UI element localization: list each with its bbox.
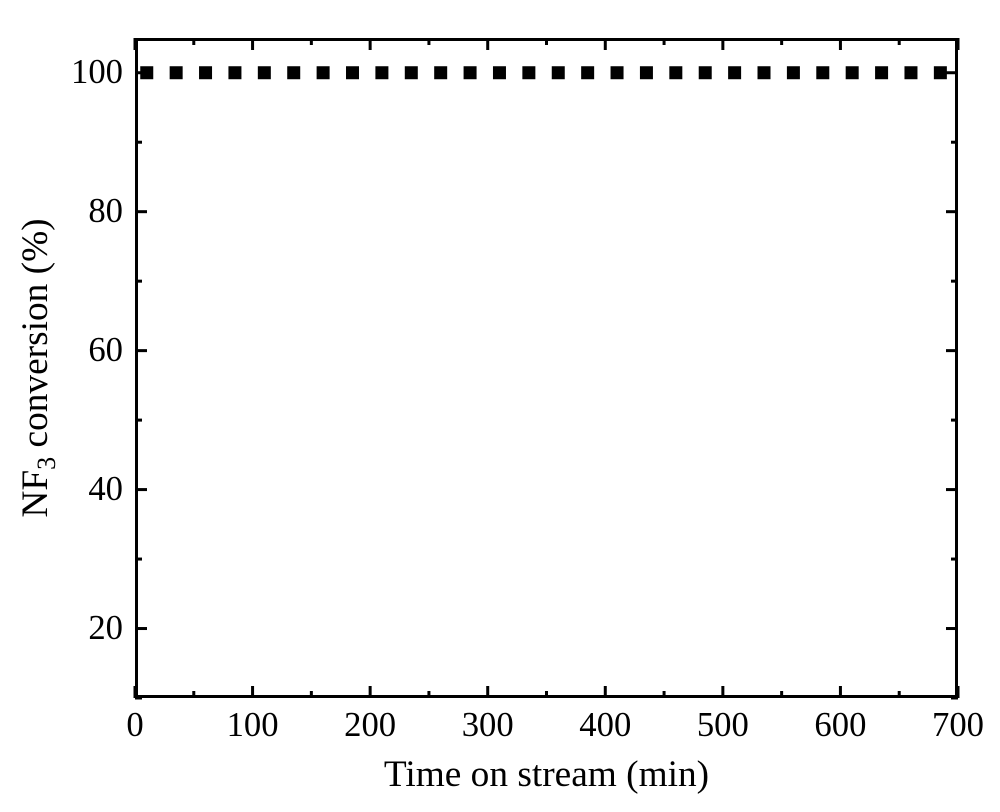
x-tick-label: 300 (448, 706, 528, 745)
data-marker (552, 66, 565, 79)
x-tick-label: 0 (95, 706, 175, 745)
data-marker (464, 66, 477, 79)
data-marker (846, 66, 859, 79)
data-marker (287, 66, 300, 79)
data-marker (493, 66, 506, 79)
data-marker (375, 66, 388, 79)
data-marker (758, 66, 771, 79)
data-marker (405, 66, 418, 79)
data-marker (170, 66, 183, 79)
y-tick-label: 40 (88, 470, 123, 509)
data-marker (669, 66, 682, 79)
data-marker (346, 66, 359, 79)
data-marker (581, 66, 594, 79)
data-marker (640, 66, 653, 79)
y-axis-title: NF3 conversion (%) (14, 218, 62, 517)
data-marker (699, 66, 712, 79)
data-marker (611, 66, 624, 79)
x-axis-title: Time on stream (min) (135, 753, 958, 796)
y-tick-label: 20 (88, 609, 123, 648)
y-tick-label: 80 (88, 192, 123, 231)
data-marker (904, 66, 917, 79)
x-tick-label: 700 (918, 706, 998, 745)
data-marker (934, 66, 947, 79)
data-marker (258, 66, 271, 79)
y-tick-label: 100 (71, 53, 123, 92)
data-marker (787, 66, 800, 79)
data-marker (522, 66, 535, 79)
data-marker (434, 66, 447, 79)
x-tick-label: 600 (800, 706, 880, 745)
x-tick-label: 500 (683, 706, 763, 745)
data-marker (317, 66, 330, 79)
data-marker (728, 66, 741, 79)
x-tick-label: 400 (565, 706, 645, 745)
data-marker (228, 66, 241, 79)
figure: 0 100 200 300 400 500 600 700 20 40 60 8… (0, 0, 1000, 812)
data-marker (140, 66, 153, 79)
data-marker (875, 66, 888, 79)
data-marker (199, 66, 212, 79)
data-marker (816, 66, 829, 79)
plot-svg (0, 0, 1000, 812)
y-tick-label: 60 (88, 331, 123, 370)
x-tick-label: 100 (213, 706, 293, 745)
x-tick-label: 200 (330, 706, 410, 745)
